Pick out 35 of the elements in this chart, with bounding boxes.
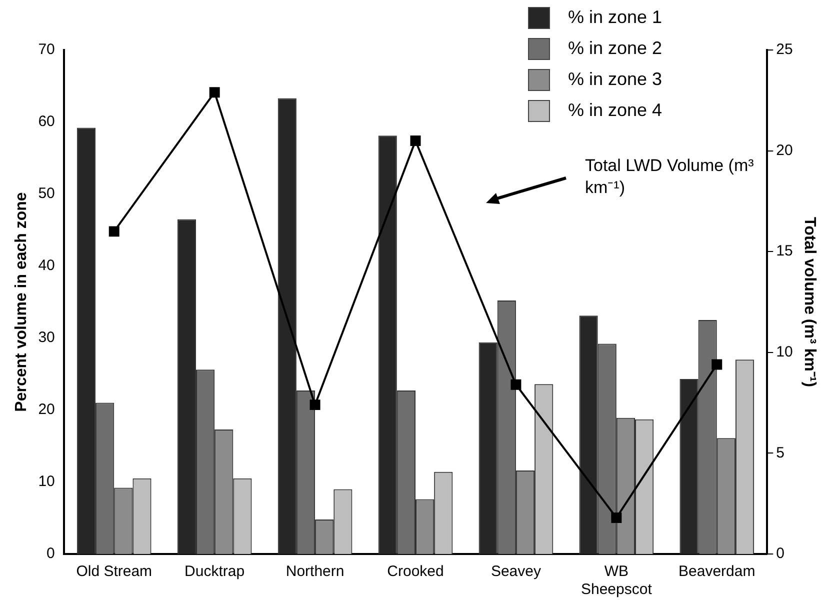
- legend-label: % in zone 1: [568, 7, 662, 28]
- y-tick-label: 0: [46, 545, 55, 562]
- y2-tick-label: 10: [776, 344, 793, 361]
- x-tick-label: WB Sheepscot: [580, 563, 653, 598]
- y-tick-label: 50: [38, 185, 55, 202]
- y2-tick-label: 20: [776, 142, 793, 159]
- y-tick-label: 70: [38, 41, 55, 58]
- x-tick-label: Seavey: [490, 563, 542, 580]
- y-tick-label: 10: [38, 473, 55, 490]
- point: [310, 400, 320, 410]
- y2-tick-label: 5: [776, 444, 784, 462]
- x-tick-label: Ducktrap: [184, 563, 245, 580]
- y2-tick-label: 0: [776, 545, 784, 562]
- y2-axis-title: Total volume (m³ km⁻¹): [800, 216, 818, 388]
- y-tick-label: 60: [38, 113, 55, 130]
- y-tick-label: 20: [38, 401, 55, 418]
- y2-tick-label: 25: [776, 41, 793, 58]
- point: [611, 512, 622, 523]
- point: [108, 226, 120, 237]
- legend-label: % in zone 3: [568, 69, 662, 90]
- x-tick-label: Old Stream: [76, 563, 152, 580]
- y-axis-title: Percent volume in each zone: [13, 192, 30, 412]
- point: [510, 379, 522, 390]
- x-tick-label: Northern: [286, 563, 344, 580]
- x-tick-label: Beaverdam: [678, 563, 756, 580]
- point: [410, 135, 421, 146]
- y-tick-label: 30: [38, 329, 55, 346]
- legend-label: % in zone 2: [568, 38, 662, 59]
- annotation: Total LWD Volume (m³ km⁻¹): [585, 155, 755, 199]
- y2-tick-label: 15: [776, 242, 793, 260]
- legend-label: % in zone 4: [568, 100, 662, 121]
- y-tick-label: 40: [38, 257, 55, 274]
- point: [209, 87, 220, 98]
- x-tick-label: Crooked: [387, 563, 444, 580]
- point: [712, 359, 722, 370]
